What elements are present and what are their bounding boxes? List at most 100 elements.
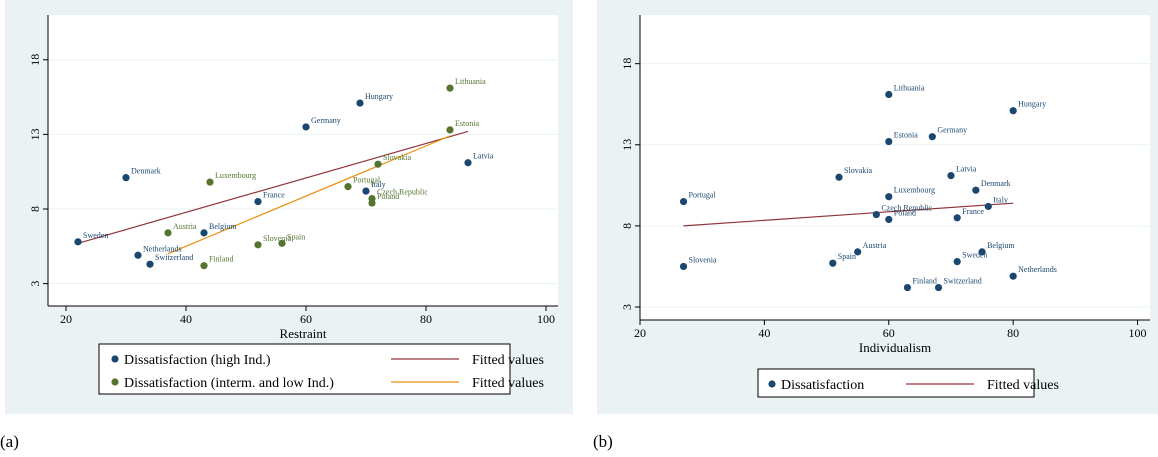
point-label: Czech Republic (881, 204, 932, 213)
point-label: Lithuania (455, 77, 486, 86)
data-point (984, 202, 992, 211)
y-tick-label: 8 (620, 223, 634, 229)
legend-marker (111, 378, 119, 386)
point-label: Latvia (473, 152, 494, 161)
chart-a: 3 8 13 18 20 40 60 80 100 Restraint Sweden Denmark N… (28, 15, 558, 395)
caption-a: (a) (0, 432, 19, 451)
point-label: Switzerland (944, 277, 982, 286)
point-label: Portugal (353, 176, 381, 185)
plot-area (640, 15, 1150, 320)
data-point (1009, 107, 1017, 115)
data-point (146, 260, 154, 268)
point-label: Poland (377, 192, 399, 201)
data-point (446, 84, 454, 92)
point-label: Italy (993, 195, 1008, 204)
legend-label: Dissatisfaction (high Ind.) (124, 353, 271, 368)
point-label: Hungary (365, 92, 393, 101)
x-axis-label: Individualism (859, 340, 931, 355)
x-tick-label: 20 (60, 312, 72, 326)
point-label: Switzerland (155, 253, 193, 262)
data-point (1009, 272, 1017, 280)
y-tick-label: 3 (28, 281, 42, 287)
data-point (134, 251, 142, 259)
data-point (464, 159, 472, 167)
caption-b: (b) (593, 432, 613, 451)
point-label: Czech Republic (377, 188, 428, 197)
panel-a: 3 8 13 18 20 40 60 80 100 Restraint Sweden Denmark N… (5, 0, 573, 414)
x-tick-label: 40 (758, 326, 770, 340)
point-label: Austria (863, 241, 887, 250)
data-point (885, 215, 893, 224)
legend-label: Fitted values (987, 378, 1059, 393)
data-point (679, 197, 688, 206)
data-point (679, 262, 688, 271)
x-tick-label: 100 (537, 312, 555, 326)
point-label: Lithuania (894, 83, 925, 92)
point-label: Spain (287, 232, 305, 241)
data-point (885, 193, 893, 201)
point-label: Sweden (83, 231, 108, 240)
data-point (254, 241, 262, 249)
data-point (854, 248, 862, 256)
data-point (829, 259, 837, 267)
point-label: Portugal (689, 191, 717, 200)
data-point (446, 126, 454, 134)
chart-b: 3 8 13 18 20 40 60 80 100 Individualism Lithuania H… (620, 15, 1150, 398)
point-label: Latvia (956, 165, 977, 174)
legend-marker (768, 380, 776, 388)
data-point (972, 186, 980, 194)
point-label: Estonia (894, 131, 918, 140)
fitted-line (683, 202, 1014, 227)
point-label: Sweden (962, 251, 987, 260)
data-point (356, 99, 364, 107)
plot-area (48, 15, 558, 306)
panel-b: 3 8 13 18 20 40 60 80 100 Individualism Lithuania H… (597, 0, 1158, 414)
legend-box (757, 368, 1035, 398)
data-point (928, 133, 936, 141)
data-point (885, 90, 893, 99)
point-label: Slovenia (689, 255, 717, 264)
data-point (953, 214, 961, 222)
legend-label: Fitted values (472, 376, 544, 391)
legend-marker (111, 355, 119, 363)
y-tick-label: 13 (620, 139, 634, 151)
y-tick-label: 18 (620, 58, 634, 70)
data-point (835, 173, 843, 181)
data-point (206, 178, 214, 186)
data-point (278, 239, 286, 247)
data-point (947, 172, 955, 180)
data-point (74, 238, 82, 246)
point-label: Germany (937, 126, 967, 135)
data-point (872, 210, 880, 219)
point-label: Germany (311, 116, 341, 125)
data-point (122, 174, 130, 182)
point-label: Netherlands (143, 244, 182, 253)
legend-label: Dissatisfaction (interm. and low Ind.) (124, 376, 334, 391)
point-label: Hungary (1018, 100, 1046, 109)
data-point (362, 187, 370, 195)
data-point (978, 248, 986, 256)
legend-box (98, 343, 511, 395)
x-tick-label: 40 (180, 312, 192, 326)
data-point (934, 283, 943, 292)
point-label: Italy (371, 180, 386, 189)
x-tick-label: 60 (883, 326, 895, 340)
x-tick-label: 60 (300, 312, 312, 326)
point-label: Slovakia (844, 166, 872, 175)
data-point (164, 229, 172, 237)
data-point (302, 123, 310, 131)
y-tick-label: 3 (620, 304, 634, 310)
point-label: Slovenia (263, 234, 291, 243)
fitted-line (77, 130, 469, 244)
point-label: Luxembourg (215, 171, 256, 180)
point-label: Poland (894, 208, 916, 217)
data-point (368, 199, 376, 207)
data-point (885, 137, 893, 146)
point-label: Netherlands (1018, 265, 1057, 274)
data-point (254, 197, 262, 206)
point-label: Slovakia (383, 153, 411, 162)
point-label: Estonia (455, 119, 479, 128)
point-label: Belgium (209, 222, 237, 231)
point-label: Finland (912, 277, 936, 286)
point-label: France (962, 207, 984, 216)
